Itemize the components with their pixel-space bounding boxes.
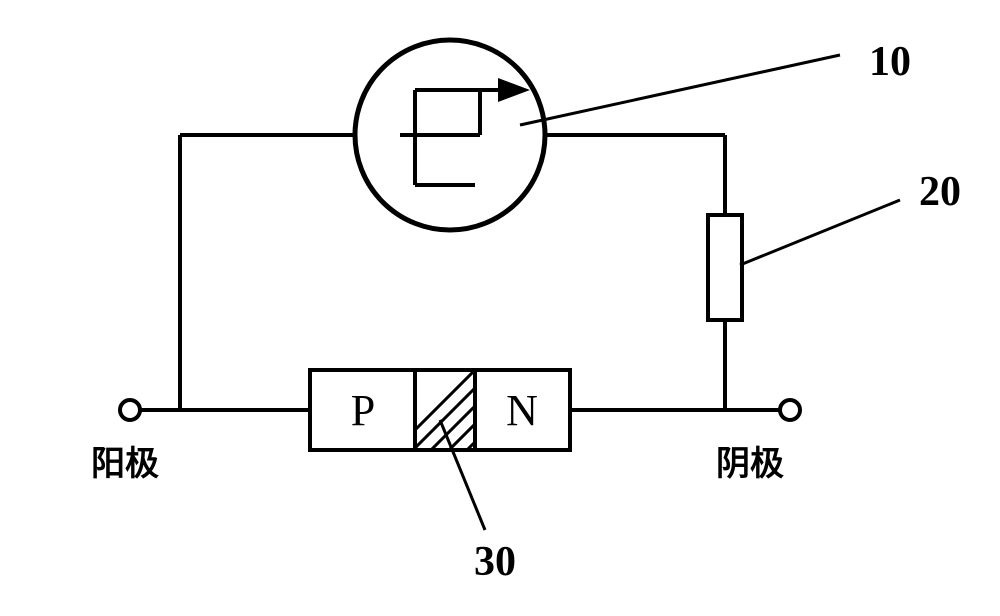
- cathode-label: 阴极: [716, 445, 784, 483]
- cathode-terminal: [780, 400, 800, 420]
- circuit-diagram: P N 阳极 阴极 10 20 30: [20, 20, 1000, 596]
- resistor: [708, 215, 742, 320]
- circle-device: [355, 40, 545, 230]
- p-region-label: P: [351, 386, 375, 435]
- anode-label: 阳极: [91, 445, 159, 483]
- ref-30: 30: [474, 539, 516, 585]
- n-region-label: N: [506, 386, 538, 435]
- pn-junction: P N: [310, 370, 570, 460]
- anode-terminal: [120, 400, 140, 420]
- ref-10: 10: [869, 39, 911, 85]
- ref-20: 20: [919, 169, 961, 215]
